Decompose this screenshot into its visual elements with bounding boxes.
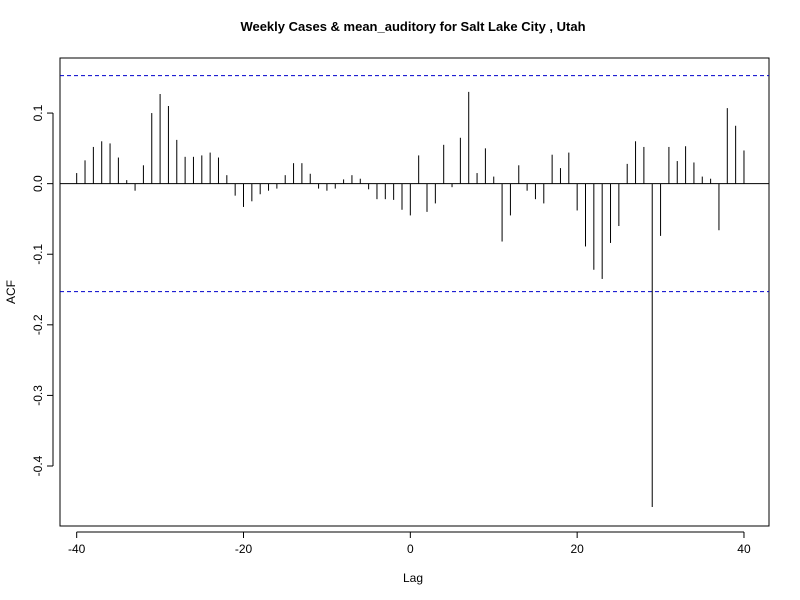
x-tick-label: 40 <box>737 542 751 556</box>
x-axis-label: Lag <box>403 571 423 585</box>
x-axis: -40 -20 0 20 40 <box>68 531 751 556</box>
y-tick-label: -0.2 <box>31 314 45 335</box>
x-tick-label: -20 <box>235 542 253 556</box>
y-axis-label: ACF <box>4 280 18 304</box>
plot-marks <box>60 75 769 507</box>
y-tick-label: -0.1 <box>31 244 45 265</box>
y-tick-label: -0.4 <box>31 455 45 476</box>
chart-title: Weekly Cases & mean_auditory for Salt La… <box>240 19 585 34</box>
x-tick-label: -40 <box>68 542 86 556</box>
x-tick-label: 20 <box>570 542 584 556</box>
y-tick-label: 0.0 <box>31 175 45 192</box>
y-axis: -0.4 -0.3 -0.2 -0.1 0.0 0.1 <box>31 104 54 476</box>
y-tick-label: -0.3 <box>31 385 45 406</box>
y-tick-label: 0.1 <box>31 104 45 121</box>
x-tick-label: 0 <box>407 542 414 556</box>
